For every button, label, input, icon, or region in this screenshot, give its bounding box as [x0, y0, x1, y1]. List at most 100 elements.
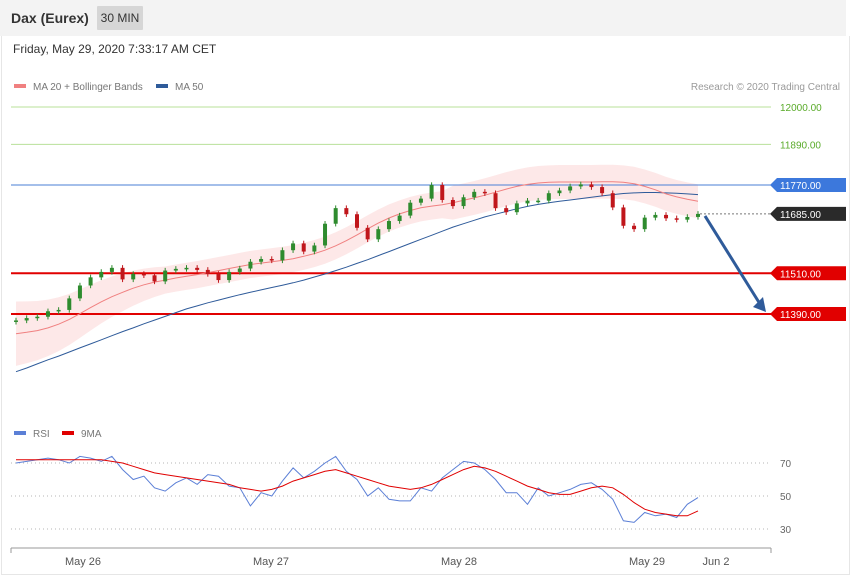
candle-body: [323, 223, 328, 246]
rsi-legend-label: RSI: [33, 429, 50, 440]
candle-body: [653, 214, 658, 218]
rsi-line: [15, 455, 699, 523]
candle-body: [450, 199, 455, 207]
rsi-layer: 70 50 30: [11, 455, 792, 536]
candle-body: [301, 243, 306, 252]
ma50-legend-label: MA 50: [175, 82, 204, 93]
candle-body: [589, 184, 594, 188]
moving-average-layer: [15, 181, 699, 373]
candle-body: [429, 185, 434, 199]
price-label-support: 11510.00: [780, 269, 821, 280]
candle-body: [536, 200, 541, 203]
candle-body: [397, 215, 402, 222]
candle-body: [642, 217, 647, 230]
candle-body: [621, 207, 626, 226]
9ma-legend-label: 9MA: [81, 429, 102, 440]
candle-body: [493, 193, 498, 209]
instrument-title: Dax (Eurex): [11, 10, 89, 26]
candle-body: [568, 186, 573, 191]
price-tag-pivot: [770, 178, 846, 193]
candle-body: [546, 193, 551, 201]
timestamp: Friday, May 29, 2020 7:33:17 AM CET: [13, 42, 217, 56]
price-label-target: 11890.00: [780, 140, 821, 151]
candle-body: [184, 267, 189, 270]
candle-body: [77, 285, 82, 299]
candle-body: [461, 197, 466, 207]
candle-body: [131, 273, 136, 280]
ma50-line: [15, 192, 699, 373]
candle-body: [386, 221, 391, 230]
candle-body: [408, 202, 413, 216]
candle-body: [674, 218, 679, 220]
candle-body: [664, 214, 669, 219]
forecast-arrow-head: [753, 297, 766, 312]
x-label-jun-2: Jun 2: [703, 556, 730, 568]
candle-body: [24, 318, 29, 321]
candle-body: [472, 191, 477, 198]
ma20-legend-swatch: [14, 84, 26, 88]
ma20-legend-label: MA 20 + Bollinger Bands: [33, 82, 143, 93]
candle-body: [696, 213, 700, 217]
bollinger-band: [16, 164, 698, 366]
x-label-may-29: May 29: [629, 556, 665, 568]
candle-body: [227, 271, 232, 281]
candle-body: [376, 229, 381, 240]
candle-body: [173, 268, 178, 271]
price-label-current: 11685.00: [780, 210, 821, 221]
candle-body: [259, 259, 264, 262]
ma20-line: [15, 181, 699, 335]
ma50-legend-swatch: [156, 84, 168, 88]
interval-button[interactable]: 30 MIN: [97, 6, 143, 30]
candle-body: [109, 267, 114, 272]
candle-body: [600, 187, 605, 194]
rsi-tick-70: 70: [780, 459, 792, 470]
candle-body: [205, 269, 210, 274]
candle-body: [578, 184, 583, 187]
candle-body: [163, 270, 168, 282]
candle-body: [312, 245, 317, 252]
candle-body: [418, 198, 423, 203]
x-label-may-27: May 27: [253, 556, 289, 568]
candle-body: [355, 214, 359, 228]
price-level-layer: [11, 106, 846, 315]
candle-body: [504, 208, 509, 213]
candle-body: [280, 250, 285, 261]
candle-body: [216, 273, 221, 281]
x-label-may-26: May 26: [65, 556, 101, 568]
candle-body: [195, 267, 200, 270]
price-label-layer: 12000.00 11890.00 11770.00 11685.00 11510.00…: [703, 103, 846, 321]
candle-body: [152, 275, 157, 282]
candle-body: [45, 311, 50, 317]
9ma-legend-swatch: [62, 431, 74, 435]
candle-body: [120, 267, 125, 280]
candle-body: [14, 320, 18, 322]
candle-body: [35, 316, 40, 319]
rsi-tick-50: 50: [780, 492, 792, 503]
candle-body: [67, 298, 72, 310]
x-label-may-28: May 28: [441, 556, 477, 568]
candle-body: [269, 259, 274, 261]
candle-body: [482, 191, 487, 194]
candle-body: [237, 268, 242, 272]
candle-body: [632, 225, 637, 230]
candle-body: [440, 185, 445, 200]
candle-body: [344, 208, 349, 215]
candle-body: [291, 243, 296, 251]
price-label-pivot: 11770.00: [780, 181, 821, 192]
price-label-target: 12000.00: [780, 103, 822, 114]
rsi-9ma-line: [16, 459, 699, 517]
credit-text: Research © 2020 Trading Central: [691, 82, 840, 93]
candlestick-layer: [14, 181, 700, 325]
price-tag-support: [770, 266, 846, 281]
candle-body: [514, 203, 519, 213]
candle-body: [333, 208, 338, 224]
candle-body: [88, 277, 93, 286]
price-label-support: 11390.00: [780, 310, 821, 321]
price-tag-current: [770, 206, 846, 221]
candle-body: [557, 190, 562, 194]
candle-body: [610, 193, 615, 208]
candle-body: [685, 216, 690, 220]
candle-body: [248, 261, 253, 269]
price-tag-support: [770, 307, 846, 321]
